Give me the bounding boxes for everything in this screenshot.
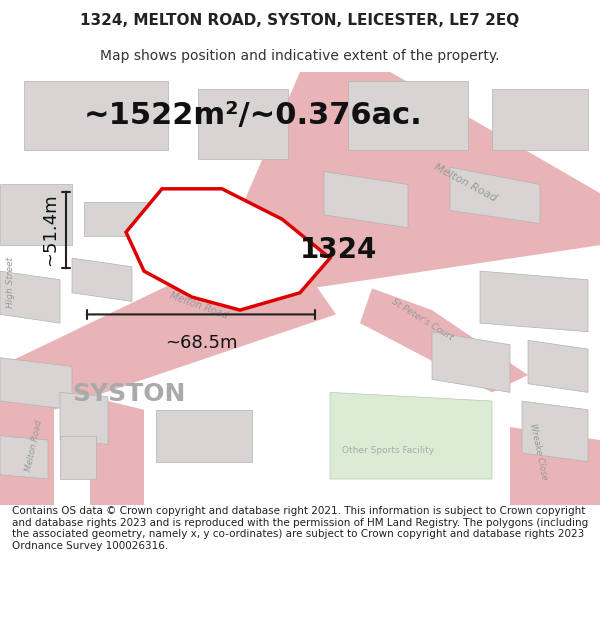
Text: High Street: High Street — [6, 257, 15, 308]
Text: SYSTON: SYSTON — [72, 382, 185, 406]
Text: Other Sports Facility: Other Sports Facility — [342, 446, 434, 455]
Polygon shape — [324, 171, 408, 227]
Polygon shape — [348, 81, 468, 150]
Polygon shape — [360, 289, 528, 392]
Polygon shape — [0, 357, 72, 410]
Polygon shape — [72, 258, 132, 301]
Polygon shape — [522, 401, 588, 462]
Polygon shape — [480, 271, 588, 332]
Polygon shape — [84, 202, 150, 236]
Polygon shape — [528, 341, 588, 392]
Polygon shape — [0, 436, 48, 479]
Text: Melton Road: Melton Road — [24, 419, 44, 472]
Text: 1324: 1324 — [300, 236, 377, 264]
Text: Melton Road: Melton Road — [168, 291, 229, 321]
Polygon shape — [0, 267, 336, 410]
Polygon shape — [216, 72, 600, 297]
Text: ~68.5m: ~68.5m — [165, 334, 237, 352]
Polygon shape — [198, 89, 288, 159]
Polygon shape — [510, 427, 600, 505]
Polygon shape — [330, 392, 492, 479]
Polygon shape — [432, 332, 510, 392]
Polygon shape — [0, 366, 54, 505]
Text: 1324, MELTON ROAD, SYSTON, LEICESTER, LE7 2EQ: 1324, MELTON ROAD, SYSTON, LEICESTER, LE… — [80, 12, 520, 28]
Polygon shape — [450, 167, 540, 224]
Polygon shape — [90, 397, 144, 505]
Polygon shape — [0, 184, 72, 245]
Polygon shape — [126, 189, 330, 310]
Text: St Peter's Court: St Peter's Court — [390, 298, 455, 343]
Polygon shape — [0, 271, 60, 323]
Text: ~51.4m: ~51.4m — [41, 194, 59, 266]
Text: ~1522m²/~0.376ac.: ~1522m²/~0.376ac. — [84, 101, 423, 130]
Text: Wreake Close: Wreake Close — [528, 423, 549, 481]
Polygon shape — [24, 81, 168, 150]
Polygon shape — [156, 410, 252, 462]
Text: Melton Road: Melton Road — [432, 162, 498, 204]
Polygon shape — [60, 436, 96, 479]
Text: Map shows position and indicative extent of the property.: Map shows position and indicative extent… — [100, 49, 500, 63]
Text: Contains OS data © Crown copyright and database right 2021. This information is : Contains OS data © Crown copyright and d… — [12, 506, 588, 551]
Polygon shape — [492, 89, 588, 150]
Polygon shape — [60, 392, 108, 444]
